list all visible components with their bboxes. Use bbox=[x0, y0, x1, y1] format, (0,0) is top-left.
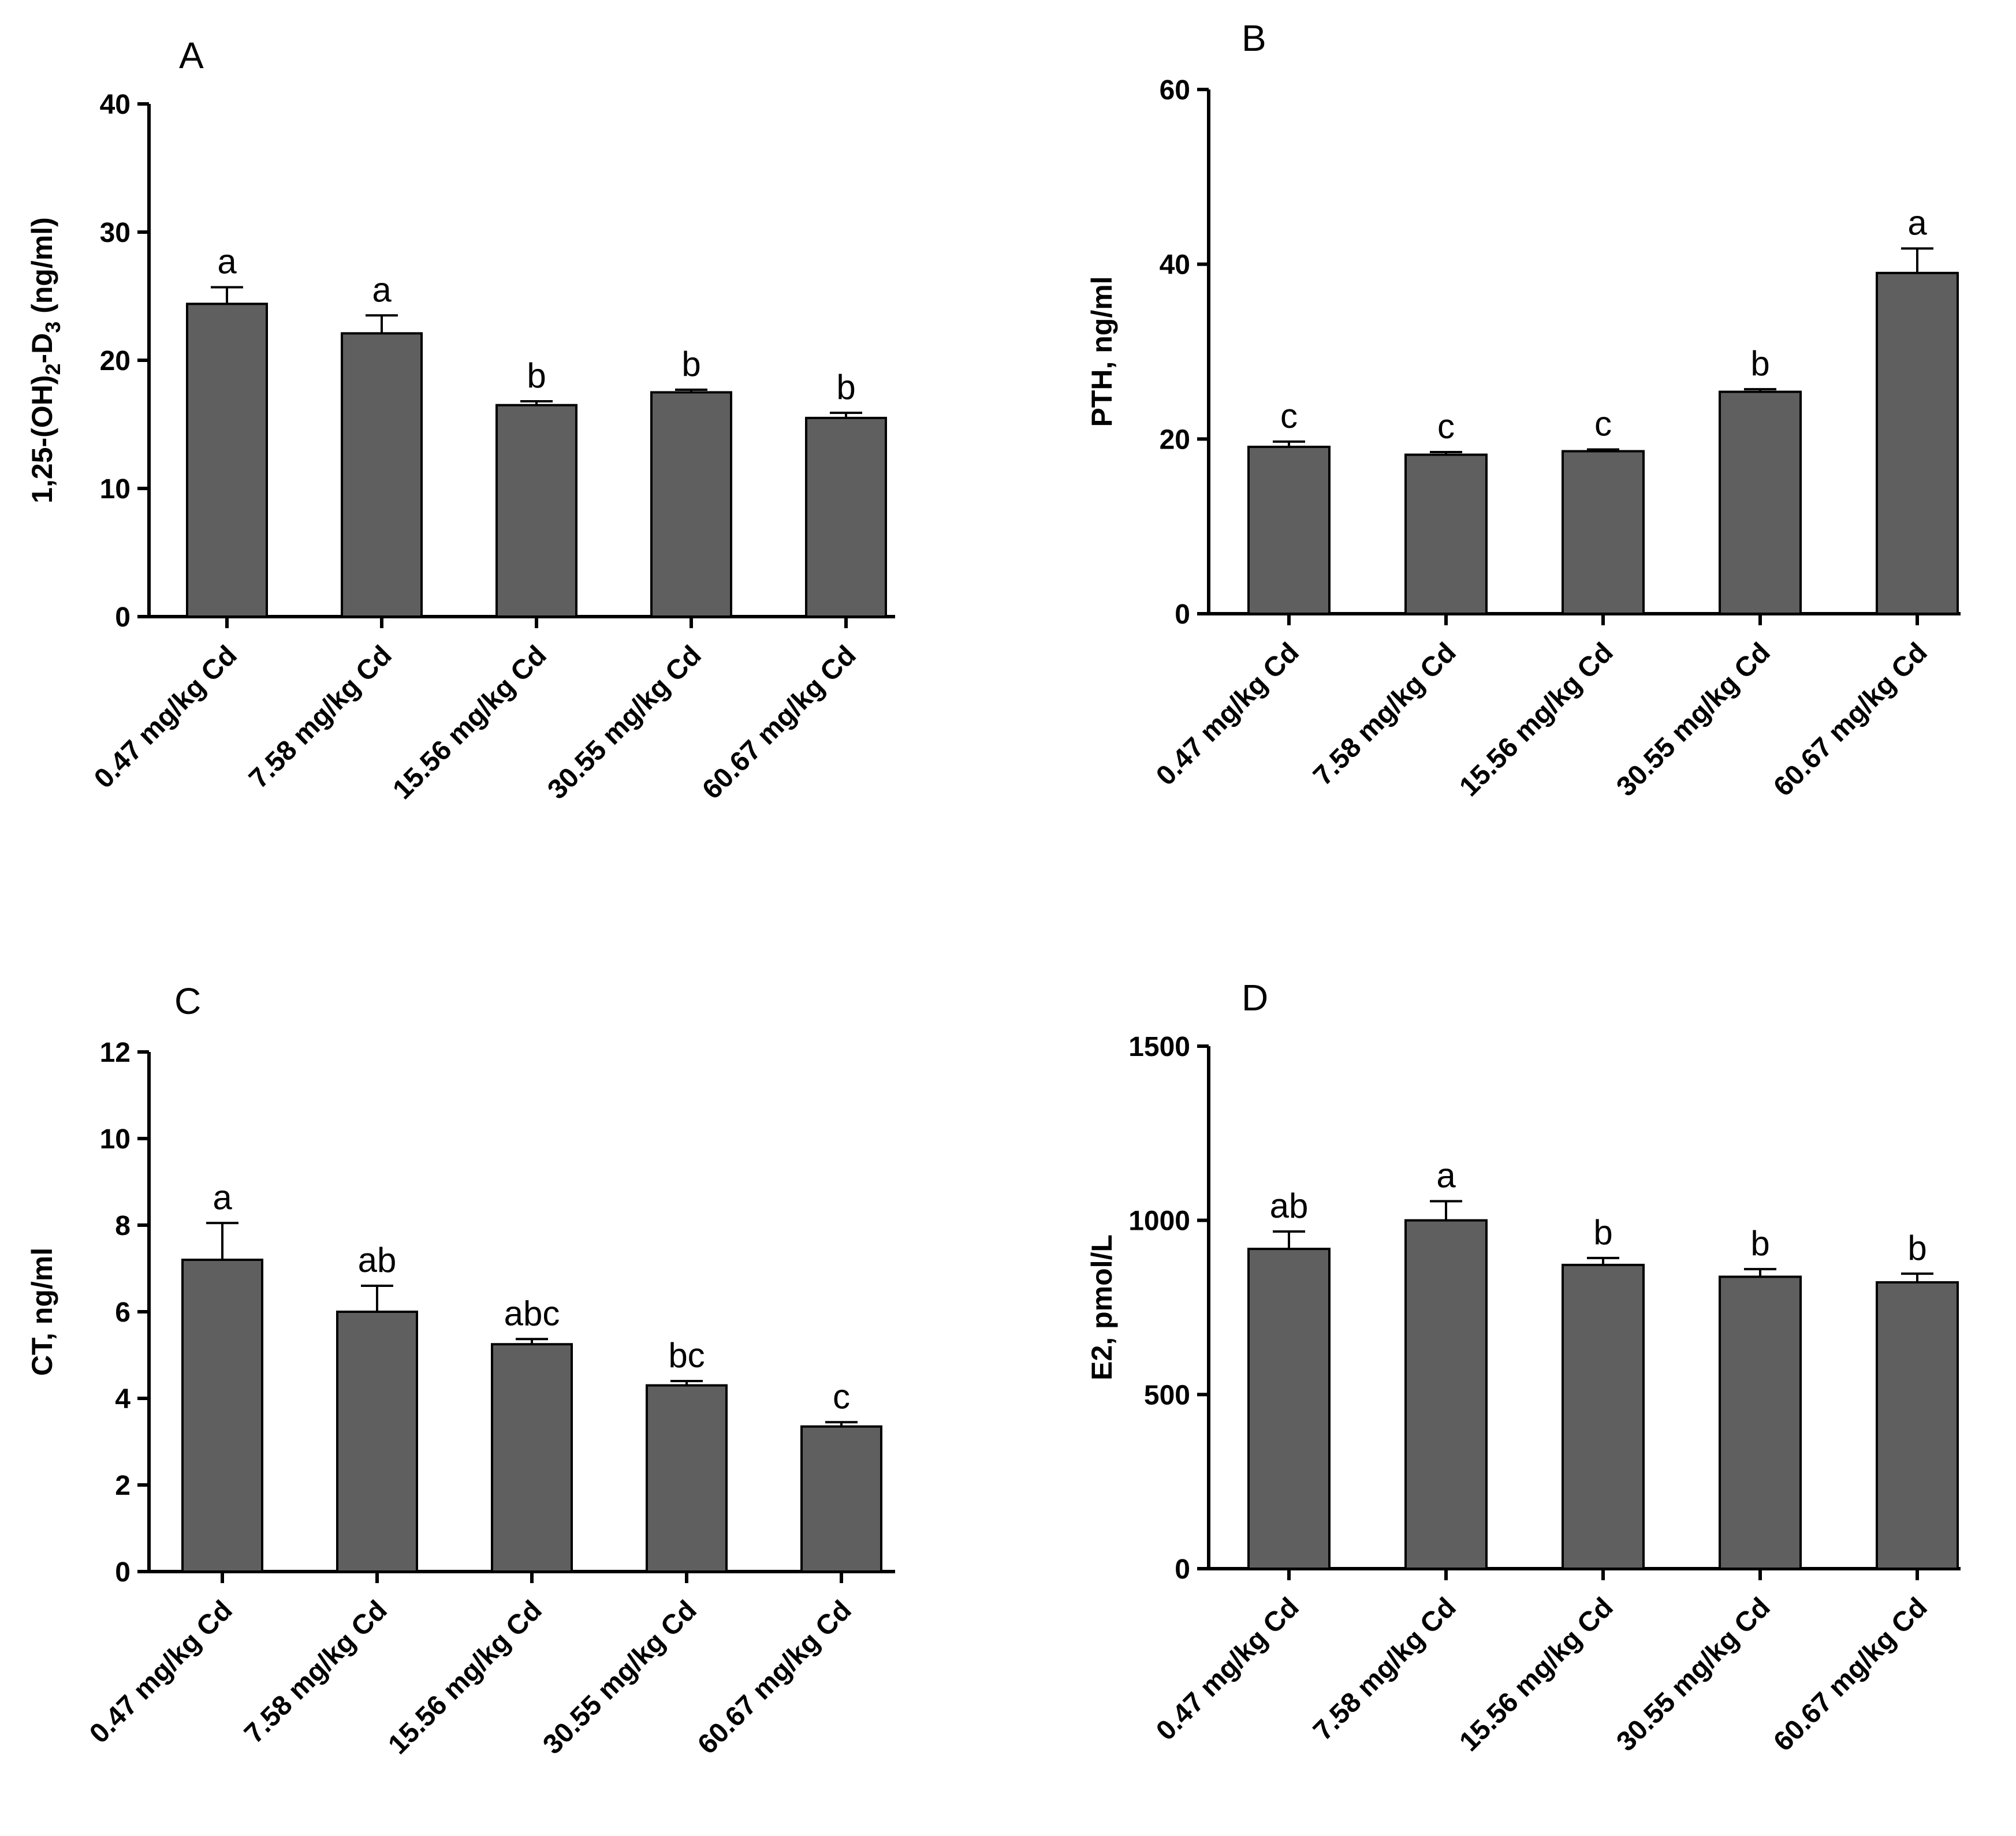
significance-label: b bbox=[836, 368, 855, 406]
y-axis-title: PTH, ng/ml bbox=[1086, 276, 1118, 427]
y-tick-label: 40 bbox=[100, 89, 131, 120]
x-category-label: 0.47 mg/kg Cd bbox=[84, 1595, 239, 1749]
chart-panel-b: B 0 20 40 60 PTH, ng/ml c 0.47 mg/kg Cd c 7.58 mg… bbox=[1086, 17, 1961, 803]
y-tick-label: 30 bbox=[100, 218, 131, 248]
bar bbox=[341, 332, 423, 618]
y-tick-label: 2 bbox=[115, 1471, 131, 1501]
y-tick-label: 0 bbox=[1175, 599, 1190, 630]
significance-label: b bbox=[1750, 344, 1769, 383]
y-tick-label: 40 bbox=[1160, 250, 1190, 281]
significance-label: abc bbox=[504, 1294, 560, 1333]
bar bbox=[1562, 450, 1645, 615]
y-tick-label: 1000 bbox=[1128, 1206, 1190, 1237]
panel-letter: C bbox=[174, 980, 201, 1022]
y-tick-label: 8 bbox=[115, 1211, 131, 1241]
bar bbox=[1404, 453, 1488, 615]
x-category-label: 15.56 mg/kg Cd bbox=[1454, 1592, 1619, 1757]
y-axis-title: E2, pmol/L bbox=[1086, 1234, 1118, 1380]
y-tick-label: 10 bbox=[100, 474, 131, 505]
x-category-label: 60.67 mg/kg Cd bbox=[1768, 637, 1933, 802]
y-axis-title: 1,25-(OH)2-D3 (ng/ml) bbox=[26, 217, 65, 503]
significance-label: b bbox=[527, 356, 546, 395]
panel-letter: A bbox=[179, 35, 204, 76]
bar bbox=[1247, 1248, 1331, 1570]
x-category-label: 15.56 mg/kg Cd bbox=[1454, 637, 1619, 802]
bar bbox=[800, 1425, 882, 1573]
bar bbox=[336, 1311, 418, 1573]
x-category-label: 30.55 mg/kg Cd bbox=[1611, 637, 1776, 802]
x-category-label: 30.55 mg/kg Cd bbox=[542, 640, 707, 805]
bar bbox=[1562, 1263, 1645, 1570]
x-category-label: 30.55 mg/kg Cd bbox=[1611, 1592, 1776, 1757]
significance-label: a bbox=[217, 242, 237, 281]
bar bbox=[1876, 1281, 1959, 1570]
significance-label: c bbox=[1594, 404, 1612, 443]
bar bbox=[181, 1259, 263, 1573]
x-category-label: 7.58 mg/kg Cd bbox=[1307, 1592, 1462, 1747]
significance-label: a bbox=[1436, 1156, 1456, 1195]
significance-label: ab bbox=[1270, 1186, 1309, 1225]
x-category-label: 0.47 mg/kg Cd bbox=[1150, 637, 1305, 792]
y-tick-label: 0 bbox=[115, 602, 131, 633]
x-category-label: 7.58 mg/kg Cd bbox=[239, 1595, 393, 1749]
x-category-label: 7.58 mg/kg Cd bbox=[1307, 637, 1462, 792]
bar bbox=[1247, 445, 1331, 615]
x-category-label: 30.55 mg/kg Cd bbox=[537, 1595, 702, 1760]
significance-label: a bbox=[1907, 203, 1927, 242]
y-tick-label: 0 bbox=[115, 1557, 131, 1588]
x-category-label: 60.67 mg/kg Cd bbox=[1768, 1592, 1933, 1757]
chart-panel-c: C 0 2 4 6 8 10 12 CT, ng/ml a 0.47 mg/kg Cd ab 7.58 … bbox=[26, 980, 895, 1760]
x-category-label: 15.56 mg/kg Cd bbox=[382, 1595, 547, 1760]
x-category-label: 15.56 mg/kg Cd bbox=[387, 640, 552, 805]
y-axis-title: CT, ng/ml bbox=[26, 1248, 58, 1376]
y-tick-label: 6 bbox=[115, 1297, 131, 1328]
significance-label: c bbox=[1437, 407, 1455, 446]
bar bbox=[1404, 1219, 1488, 1570]
y-tick-label: 12 bbox=[100, 1038, 131, 1068]
significance-label: a bbox=[372, 270, 392, 309]
panel-letter: D bbox=[1242, 977, 1268, 1018]
y-tick-label: 20 bbox=[100, 346, 131, 376]
significance-label: c bbox=[1280, 397, 1298, 435]
y-tick-label: 60 bbox=[1160, 75, 1190, 106]
significance-label: b bbox=[1907, 1229, 1926, 1267]
bar bbox=[491, 1343, 573, 1573]
x-category-label: 7.58 mg/kg Cd bbox=[243, 640, 398, 794]
chart-panel-a: A 0 10 20 30 40 1,25-(OH)2-D3 (ng/ml) a 0.47 mg/… bbox=[26, 35, 895, 805]
bar bbox=[1719, 1275, 1802, 1570]
significance-label: bc bbox=[668, 1336, 705, 1375]
panel-letter: B bbox=[1242, 17, 1266, 59]
chart-panel-d: D 0 500 1000 1500 E2, pmol/L ab 0.47 mg/kg Cd a 7… bbox=[1086, 977, 1961, 1757]
significance-label: ab bbox=[358, 1241, 397, 1279]
bar bbox=[186, 303, 268, 618]
x-category-label: 60.67 mg/kg Cd bbox=[692, 1595, 857, 1760]
x-category-label: 0.47 mg/kg Cd bbox=[1150, 1592, 1305, 1747]
y-tick-label: 20 bbox=[1160, 424, 1190, 455]
x-category-label: 0.47 mg/kg Cd bbox=[88, 640, 243, 794]
significance-label: b bbox=[1750, 1224, 1769, 1263]
significance-label: c bbox=[833, 1377, 850, 1416]
bar bbox=[1876, 271, 1959, 615]
bar bbox=[805, 416, 887, 618]
bar bbox=[495, 404, 577, 618]
bar bbox=[1719, 390, 1802, 615]
x-category-label: 60.67 mg/kg Cd bbox=[696, 640, 862, 805]
bar bbox=[650, 391, 732, 618]
significance-label: b bbox=[1593, 1213, 1612, 1252]
y-tick-label: 0 bbox=[1175, 1554, 1190, 1585]
y-tick-label: 1500 bbox=[1128, 1032, 1190, 1062]
y-tick-label: 4 bbox=[115, 1384, 131, 1415]
y-tick-label: 10 bbox=[100, 1124, 131, 1155]
bar bbox=[646, 1384, 728, 1573]
significance-label: b bbox=[681, 345, 700, 383]
y-tick-label: 500 bbox=[1144, 1380, 1190, 1410]
significance-label: a bbox=[213, 1178, 232, 1216]
